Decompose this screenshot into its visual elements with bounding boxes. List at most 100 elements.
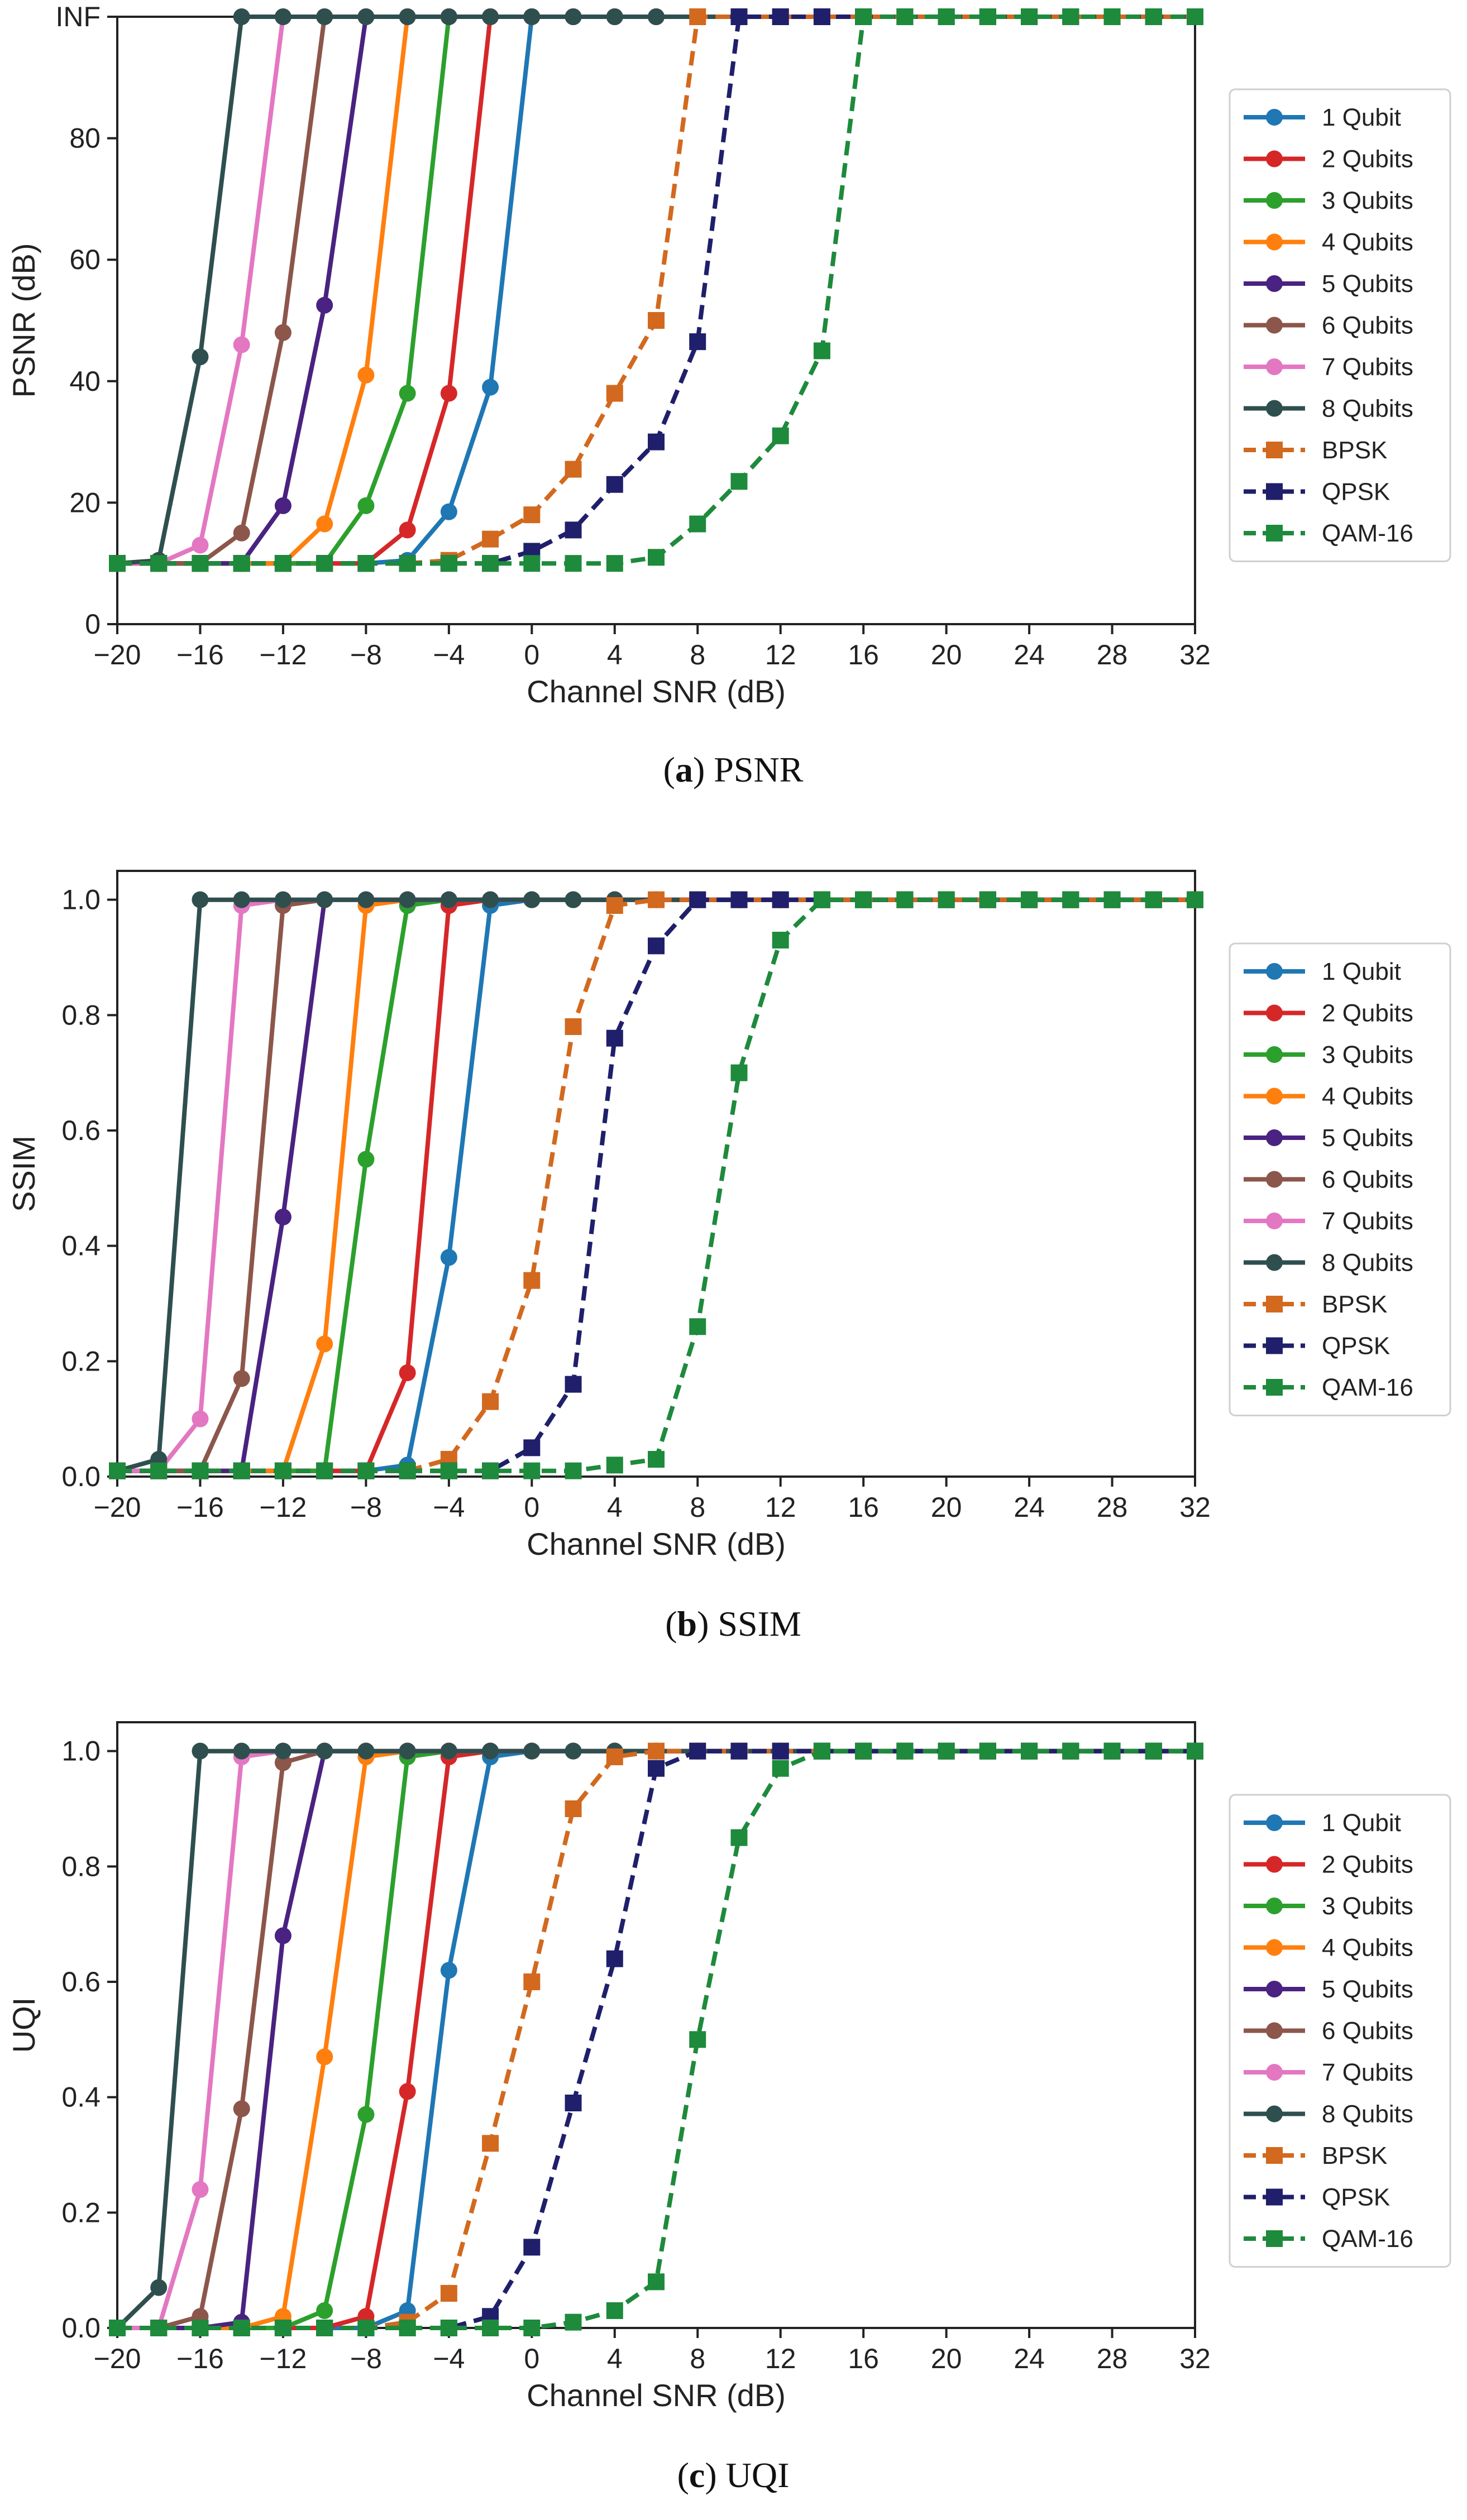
data-point	[233, 2100, 250, 2117]
data-point	[440, 891, 457, 908]
data-point	[233, 555, 250, 572]
x-tick-label: 32	[1179, 2343, 1211, 2374]
legend-marker	[1266, 2147, 1283, 2164]
data-point	[565, 1800, 582, 1817]
data-point	[648, 1451, 665, 1468]
data-point	[938, 8, 955, 25]
data-point	[1062, 891, 1079, 908]
data-point	[440, 1249, 457, 1266]
data-point	[689, 891, 706, 908]
legend-marker	[1266, 1004, 1283, 1022]
series-2-qubits	[109, 891, 1203, 1479]
series-line-4-qubits	[117, 897, 1195, 1473]
x-tick-label: 28	[1097, 639, 1128, 670]
series-line-bpsk	[117, 1748, 1195, 2330]
data-point	[274, 1754, 292, 1771]
data-point	[648, 1742, 665, 1760]
x-tick-label: −8	[350, 2343, 382, 2374]
data-point	[109, 1462, 126, 1479]
legend-label-2-qubits: 2 Qubits	[1322, 146, 1413, 173]
data-point	[730, 891, 748, 908]
legend-marker	[1266, 963, 1283, 980]
data-point	[979, 8, 996, 25]
data-point	[150, 2279, 168, 2296]
data-point	[730, 8, 748, 25]
data-point	[482, 530, 499, 548]
data-point	[689, 1318, 706, 1335]
data-point	[399, 1742, 416, 1760]
legend-label-1-qubit: 1 Qubit	[1322, 1809, 1401, 1837]
y-tick-label: 80	[69, 123, 101, 154]
panel-letter: c	[689, 2455, 705, 2495]
legend-label-5-qubits: 5 Qubits	[1322, 270, 1413, 298]
series-line-8-qubits	[117, 15, 1195, 566]
data-point	[772, 1760, 789, 1777]
x-tick-label: 8	[690, 2343, 705, 2374]
data-point	[482, 2320, 499, 2336]
data-point	[1062, 8, 1079, 25]
data-point	[316, 296, 333, 314]
data-point	[606, 555, 623, 572]
panel-letter: a	[675, 750, 693, 789]
data-point	[274, 1462, 292, 1479]
legend-marker	[1266, 2022, 1283, 2039]
data-point	[689, 8, 706, 25]
legend-label-qpsk: QPSK	[1322, 2184, 1390, 2211]
data-point	[979, 891, 996, 908]
data-point	[482, 891, 499, 908]
x-tick-label: 24	[1014, 639, 1045, 670]
x-tick-label: 12	[765, 639, 796, 670]
data-point	[648, 891, 665, 908]
data-point	[316, 515, 333, 533]
data-point	[357, 2320, 375, 2336]
data-point	[192, 1410, 209, 1427]
series-6-qubits	[109, 891, 1203, 1479]
legend-label-4-qubits: 4 Qubits	[1322, 229, 1413, 256]
series-line-7-qubits	[117, 1748, 1195, 2330]
data-point	[274, 1742, 292, 1760]
y-tick-label: 0.2	[61, 1345, 101, 1377]
data-point	[772, 427, 789, 444]
legend-marker	[1266, 2064, 1283, 2081]
legend-marker	[1266, 1898, 1283, 1914]
series-line-3-qubits	[117, 1748, 1195, 2330]
data-point	[440, 2320, 457, 2336]
data-point	[565, 1742, 582, 1760]
data-point	[192, 1462, 209, 1479]
data-point	[316, 2302, 333, 2319]
series-line-6-qubits	[117, 1748, 1195, 2330]
x-tick-label: −8	[350, 1492, 382, 1523]
series-line-6-qubits	[117, 15, 1195, 566]
data-point	[482, 1742, 499, 1760]
data-point	[772, 8, 789, 25]
legend-label-6-qubits: 6 Qubits	[1322, 2018, 1413, 2045]
data-point	[523, 1439, 541, 1457]
series-qam-16	[109, 891, 1203, 1479]
x-tick-label: −12	[260, 2343, 307, 2374]
legend-label-2-qubits: 2 Qubits	[1322, 1000, 1413, 1027]
data-point	[606, 1029, 623, 1047]
data-point	[1062, 1742, 1079, 1760]
series-line-1-qubit	[117, 1748, 1195, 2330]
data-point	[316, 891, 333, 908]
data-point	[233, 8, 250, 25]
y-tick-label: INF	[55, 1, 101, 32]
data-point	[1021, 1742, 1038, 1760]
data-point	[813, 8, 830, 25]
series-line-2-qubits	[117, 15, 1195, 566]
series-line-qpsk	[117, 15, 1195, 566]
data-point	[233, 336, 250, 353]
data-point	[648, 1760, 665, 1777]
data-point	[565, 1018, 582, 1035]
x-axis-label: Channel SNR (dB)	[527, 2378, 786, 2413]
series-line-bpsk	[117, 897, 1195, 1473]
legend-marker	[1266, 1337, 1283, 1354]
legend-marker	[1266, 109, 1283, 126]
plot-frame	[116, 1721, 1196, 2329]
series-line-5-qubits	[117, 897, 1195, 1473]
legend-marker	[1266, 400, 1283, 417]
legend-label-7-qubits: 7 Qubits	[1322, 1208, 1413, 1235]
series-line-qam-16	[117, 1748, 1195, 2330]
x-tick-label: 0	[524, 2343, 539, 2374]
series-line-qpsk	[117, 1748, 1195, 2330]
